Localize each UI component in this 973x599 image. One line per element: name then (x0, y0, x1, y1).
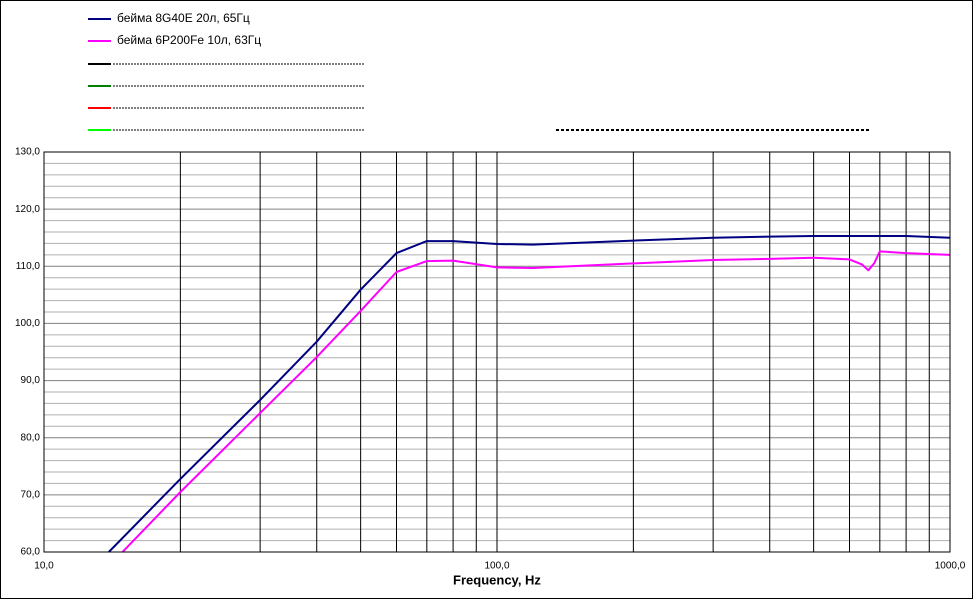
y-tick-label: 70,0 (21, 489, 41, 500)
x-tick-label: 10,0 (34, 561, 54, 572)
y-tick-label: 100,0 (15, 318, 40, 329)
y-tick-label: 120,0 (15, 204, 40, 215)
y-tick-label: 130,0 (15, 147, 40, 158)
series-line (121, 250, 951, 553)
plot-border (43, 151, 951, 553)
y-tick-label: 60,0 (21, 547, 41, 558)
series-line (108, 235, 951, 553)
y-tick-label: 90,0 (21, 375, 41, 386)
x-tick-label: 1000,0 (935, 561, 966, 572)
y-tick-label: 110,0 (16, 261, 41, 272)
x-tick-label: 100,0 (484, 561, 509, 572)
y-tick-label: 80,0 (21, 432, 41, 443)
legend-label: бейма 8G40E 20л, 65Гц (117, 11, 250, 25)
x-axis-title: Frequency, Hz (453, 572, 541, 587)
empty-legend-entries (88, 63, 870, 131)
legend-label: бейма 6P200Fe 10л, 63Гц (117, 33, 261, 47)
